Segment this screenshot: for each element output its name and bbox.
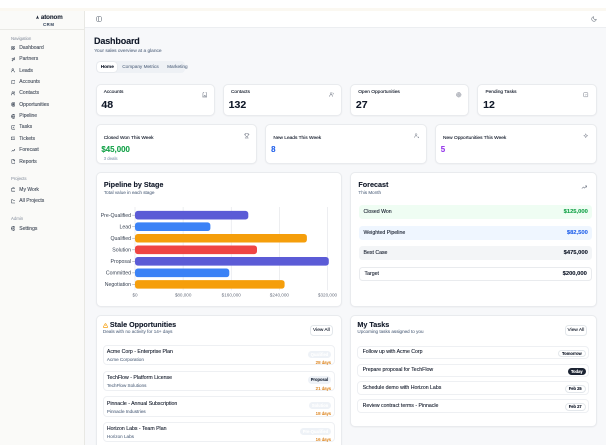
svg-text:Lead: Lead [119,224,131,230]
svg-text:Pre-Qualified: Pre-Qualified [100,213,130,219]
svg-text:Negotiation: Negotiation [104,282,130,288]
svg-text:$80,000: $80,000 [174,292,191,297]
svg-text:Committed: Committed [105,271,130,277]
svg-text:$160,000: $160,000 [221,292,241,297]
svg-text:Qualified: Qualified [110,236,131,242]
svg-text:$240,000: $240,000 [269,292,289,297]
svg-text:Solution: Solution [112,247,131,253]
svg-text:$0: $0 [132,292,138,297]
svg-text:$320,000: $320,000 [317,292,337,297]
svg-text:Proposal: Proposal [110,259,130,265]
